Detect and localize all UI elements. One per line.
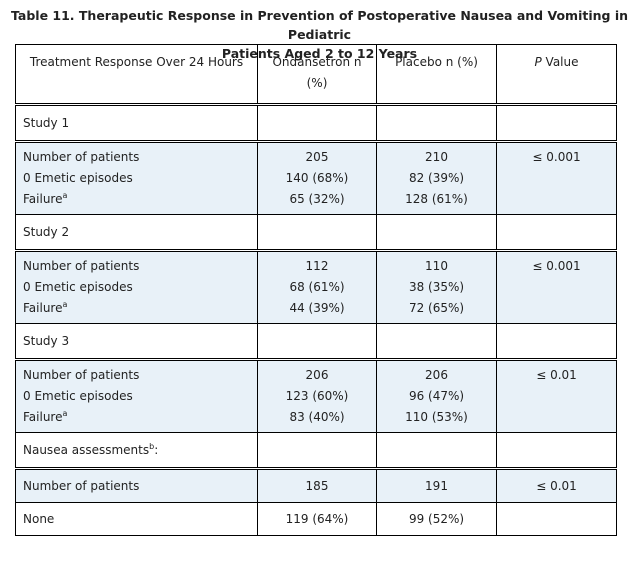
nausea-number-placebo: 191 xyxy=(376,468,497,503)
footnote-a: a xyxy=(62,300,68,309)
study-1-labels: Number of patients 0 Emetic episodes Fai… xyxy=(15,141,258,215)
label-number-of-patients: Number of patients xyxy=(23,259,140,273)
header-p-italic: P xyxy=(534,55,542,69)
study-3-p-value: ≤ 0.01 xyxy=(496,359,617,433)
study-2-empty-ond xyxy=(257,214,377,251)
study-2-p-value: ≤ 0.001 xyxy=(496,250,617,324)
study-2-empty-p xyxy=(496,214,617,251)
label-number-of-patients: Number of patients xyxy=(23,368,140,382)
study-2-empty-pla xyxy=(376,214,497,251)
nausea-none-p-value xyxy=(496,502,617,536)
study-1-empty-p xyxy=(496,104,617,142)
header-p-rest: Value xyxy=(541,55,579,69)
study-1-placebo: 210 82 (39%) 128 (61%) xyxy=(376,141,497,215)
nausea-number-label: Number of patients xyxy=(15,468,258,503)
label-emetic-episodes: 0 Emetic episodes xyxy=(23,389,133,403)
label-emetic-episodes: 0 Emetic episodes xyxy=(23,280,133,294)
study-1-label: Study 1 xyxy=(15,104,258,142)
study-3-empty-p xyxy=(496,323,617,360)
header-ondansetron: Ondansetron n (%) xyxy=(257,44,377,105)
label-failure: Failurea xyxy=(23,191,68,207)
study-3-placebo: 206 96 (47%) 110 (53%) xyxy=(376,359,497,433)
caption-line-1: Table 11. Therapeutic Response in Preven… xyxy=(10,8,629,42)
footnote-b: b xyxy=(149,441,155,451)
label-number-of-patients: Number of patients xyxy=(23,150,140,164)
header-treatment-response: Treatment Response Over 24 Hours xyxy=(15,44,258,105)
nausea-number-row: Number of patients 185 191 ≤ 0.01 xyxy=(15,468,617,503)
header-row: Treatment Response Over 24 Hours Ondanse… xyxy=(15,44,617,105)
response-table: Treatment Response Over 24 Hours Ondanse… xyxy=(15,44,617,536)
footnote-a: a xyxy=(62,409,68,418)
footnote-a: a xyxy=(62,191,68,200)
nausea-none-placebo: 99 (52%) xyxy=(376,502,497,536)
study-1-data-row: Number of patients 0 Emetic episodes Fai… xyxy=(15,141,617,215)
study-3-label: Study 3 xyxy=(15,323,258,360)
label-failure: Failurea xyxy=(23,300,68,316)
nausea-empty-p xyxy=(496,432,617,469)
study-2-label: Study 2 xyxy=(15,214,258,251)
study-2-labels: Number of patients 0 Emetic episodes Fai… xyxy=(15,250,258,324)
study-1-ondansetron: 205 140 (68%) 65 (32%) xyxy=(257,141,377,215)
study-1-empty-pla xyxy=(376,104,497,142)
header-p-value: P Value xyxy=(496,44,617,105)
nausea-empty-pla xyxy=(376,432,497,469)
study-1-empty-ond xyxy=(257,104,377,142)
study-3-row: Study 3 xyxy=(15,323,617,360)
nausea-none-ondansetron: 119 (64%) xyxy=(257,502,377,536)
study-1-row: Study 1 xyxy=(15,104,617,142)
nausea-number-ondansetron: 185 xyxy=(257,468,377,503)
study-3-labels: Number of patients 0 Emetic episodes Fai… xyxy=(15,359,258,433)
nausea-number-p-value: ≤ 0.01 xyxy=(496,468,617,503)
study-2-row: Study 2 xyxy=(15,214,617,251)
study-2-data-row: Number of patients 0 Emetic episodes Fai… xyxy=(15,250,617,324)
label-failure: Failurea xyxy=(23,409,68,425)
study-3-empty-ond xyxy=(257,323,377,360)
nausea-assessments-row: Nausea assessmentsb: xyxy=(15,432,617,469)
nausea-none-label: None xyxy=(15,502,258,536)
study-2-ondansetron: 112 68 (61%) 44 (39%) xyxy=(257,250,377,324)
study-3-ondansetron: 206 123 (60%) 83 (40%) xyxy=(257,359,377,433)
nausea-empty-ond xyxy=(257,432,377,469)
label-emetic-episodes: 0 Emetic episodes xyxy=(23,171,133,185)
nausea-assessments-label: Nausea assessmentsb: xyxy=(15,432,258,469)
header-placebo: Placebo n (%) xyxy=(376,44,497,105)
study-2-placebo: 110 38 (35%) 72 (65%) xyxy=(376,250,497,324)
nausea-none-row: None 119 (64%) 99 (52%) xyxy=(15,502,617,536)
study-1-p-value: ≤ 0.001 xyxy=(496,141,617,215)
study-3-data-row: Number of patients 0 Emetic episodes Fai… xyxy=(15,359,617,433)
table-caption: Table 11. Therapeutic Response in Preven… xyxy=(0,0,639,61)
study-3-empty-pla xyxy=(376,323,497,360)
